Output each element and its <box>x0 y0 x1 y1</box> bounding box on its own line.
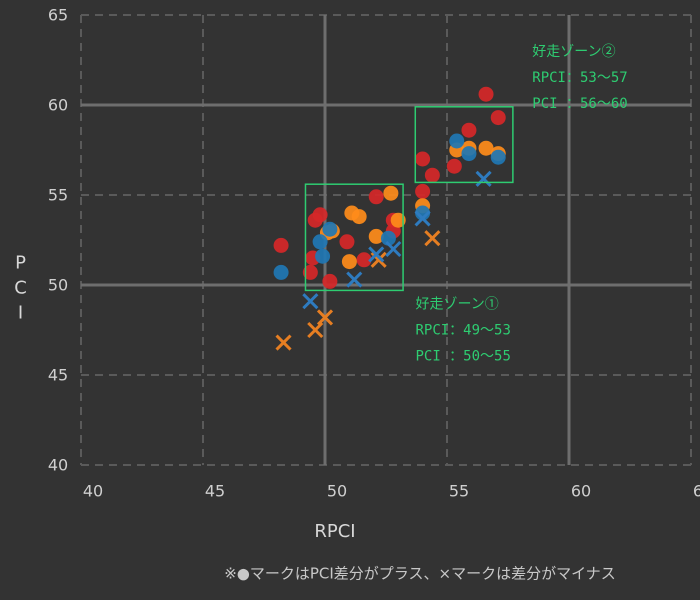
point <box>351 209 367 225</box>
x-marker <box>302 293 319 310</box>
x-tick-label: 60 <box>571 482 591 501</box>
x-tick-label: 40 <box>83 482 103 501</box>
y-axis-label: PCI <box>10 253 31 328</box>
point <box>368 189 384 205</box>
x-stroke <box>316 309 334 326</box>
x-stroke <box>414 210 431 227</box>
point <box>424 167 440 183</box>
x-marker <box>346 271 363 288</box>
footnote: ※●マークはPCI差分がプラス、×マークは差分がマイナス <box>224 565 616 583</box>
point <box>490 110 506 126</box>
x-marker <box>424 230 441 247</box>
zone-annotation: 好走ゾーン② <box>532 44 615 60</box>
x-tick-label: 45 <box>205 482 225 501</box>
point <box>273 264 289 280</box>
zone-annotation: PCI ：50〜55 <box>415 348 510 364</box>
point <box>273 237 289 253</box>
x-stroke <box>346 271 363 288</box>
x-marker <box>307 321 324 339</box>
x-stroke <box>302 293 319 310</box>
point <box>315 248 331 264</box>
point <box>322 221 338 237</box>
x-stroke <box>370 251 387 268</box>
x-axis-label: RPCI <box>314 521 355 542</box>
zone-annotation: PCI ：56〜60 <box>532 96 627 112</box>
y-tick-label: 50 <box>48 276 68 295</box>
y-tick-label: 60 <box>48 96 68 115</box>
x-tick-label: 55 <box>449 482 469 501</box>
point <box>415 151 431 167</box>
point <box>383 185 399 201</box>
point <box>368 228 384 244</box>
x-marker <box>368 246 385 263</box>
point <box>302 264 318 280</box>
point <box>380 230 396 246</box>
y-tick-label: 45 <box>48 366 68 385</box>
x-tick-label: 50 <box>327 482 347 501</box>
x-stroke <box>307 321 324 339</box>
x-marker <box>316 309 334 326</box>
point <box>478 140 494 156</box>
x-stroke <box>368 246 385 263</box>
x-marker <box>385 240 402 258</box>
x-marker <box>275 334 292 351</box>
x-stroke <box>475 170 492 187</box>
point <box>339 234 355 250</box>
point <box>322 273 338 289</box>
x-marker <box>414 210 431 227</box>
point <box>356 252 372 268</box>
point <box>461 122 477 138</box>
x-stroke <box>275 334 292 351</box>
point <box>490 149 506 165</box>
point <box>478 86 494 102</box>
zone-box <box>414 106 514 184</box>
x-stroke <box>385 240 402 258</box>
x-stroke <box>424 230 441 247</box>
zone-annotation: RPCI：49〜53 <box>415 322 510 338</box>
point <box>415 183 431 199</box>
zone-annotation: RPCI：53〜57 <box>532 70 627 86</box>
point <box>390 212 406 228</box>
y-tick-label: 40 <box>48 456 68 475</box>
point <box>461 146 477 162</box>
point <box>312 234 328 250</box>
point <box>449 133 465 149</box>
zone-annotation: 好走ゾーン① <box>415 296 498 312</box>
point <box>446 158 462 174</box>
point <box>341 254 357 270</box>
y-tick-label: 65 <box>48 6 68 25</box>
x-tick-label: 65 <box>693 482 700 501</box>
point <box>312 207 328 223</box>
y-tick-label: 55 <box>48 186 68 205</box>
x-marker <box>475 170 492 187</box>
zone-box <box>304 183 404 292</box>
